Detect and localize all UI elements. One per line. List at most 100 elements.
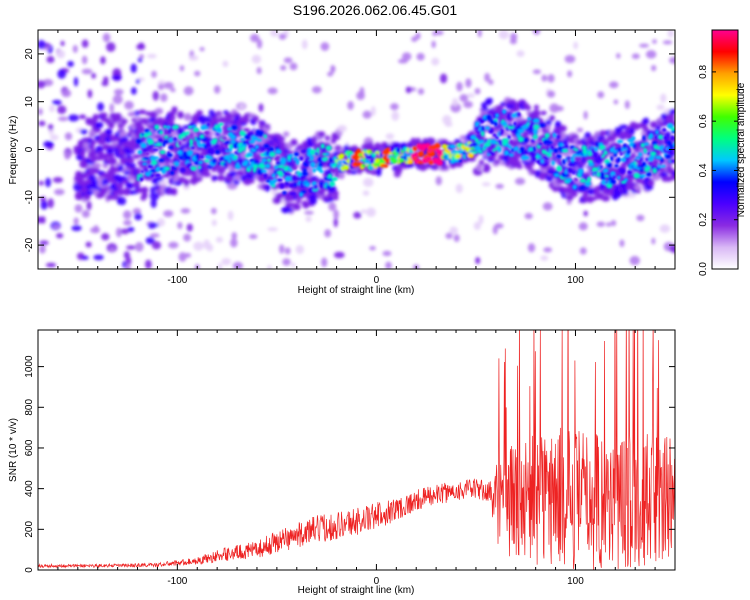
heatmap-noise-blob (475, 257, 481, 265)
heatmap-halo-blob (85, 190, 94, 195)
heatmap-noise-blob (134, 213, 143, 221)
heatmap-halo-blob (493, 159, 501, 164)
heatmap-ridge-blob (485, 126, 490, 130)
heatmap-ridge-blob (253, 160, 258, 165)
heatmap-ridge-blob (189, 138, 194, 145)
heatmap-halo-blob (338, 171, 345, 180)
heatmap-ridge-blob (224, 141, 231, 145)
heatmap-ridge-blob (159, 130, 164, 135)
heatmap-noise-blob (111, 75, 122, 81)
heatmap-ridge-blob (662, 135, 669, 140)
heatmap-noise-blob (547, 74, 555, 83)
heatmap-ridge-blob (662, 147, 667, 152)
snr-xtick-label: -100 (167, 576, 187, 587)
heatmap-noise-blob (321, 257, 328, 268)
heatmap-ridge-blob (425, 156, 432, 162)
heatmap-ridge-blob (208, 148, 215, 155)
heatmap-noise-blob (431, 40, 436, 49)
heatmap-ridge-blob (284, 180, 289, 186)
heatmap-ridge-blob (504, 150, 510, 156)
heatmap-ridge-blob (533, 118, 540, 124)
heatmap-ridge-blob (276, 177, 283, 182)
heatmap-ridge-blob (652, 140, 658, 146)
heatmap-ridge-blob (163, 125, 167, 129)
heatmap-ridge-blob (280, 158, 287, 165)
heatmap-halo-blob (467, 157, 477, 162)
heatmap-ridge-blob (626, 144, 631, 151)
heatmap-ridge-blob (230, 124, 238, 131)
heatmap-ridge-blob (168, 137, 174, 143)
heatmap-halo-blob (95, 122, 104, 129)
heatmap-ridge-blob (524, 156, 530, 160)
heatmap-noise-blob (81, 210, 90, 218)
heatmap-ridge-blob (164, 166, 170, 171)
heatmap-halo-blob (89, 150, 98, 155)
heatmap-ridge-blob (140, 142, 147, 149)
heatmap-noise-blob (61, 89, 72, 98)
heatmap-noise-blob (123, 251, 130, 259)
heatmap-ridge-blob (257, 130, 264, 137)
heatmap-ridge-blob (565, 177, 572, 183)
heatmap-noise-blob (459, 94, 469, 102)
heatmap-noise-blob (213, 85, 221, 94)
heatmap-noise-blob (370, 106, 376, 117)
heatmap-noise-blob (106, 42, 116, 52)
heatmap-noise-blob (249, 234, 258, 240)
heatmap-ridge-blob (147, 139, 154, 145)
heatmap-noise-blob (86, 200, 92, 211)
heatmap-halo-blob (545, 119, 552, 126)
colorbar-tick-label: 0.8 (698, 64, 709, 78)
heatmap-ridge-blob (149, 169, 157, 173)
heatmap-ridge-blob (474, 137, 479, 143)
heatmap-ridge-blob (552, 132, 557, 138)
heatmap-ridge-blob (161, 168, 167, 174)
heatmap-ridge-blob (476, 121, 480, 126)
heatmap-ridge-blob (429, 150, 436, 157)
heatmap-noise-blob (662, 40, 673, 45)
heatmap-ridge-blob (279, 173, 285, 177)
heatmap-noise-blob (150, 198, 157, 209)
heatmap-noise-blob (102, 32, 111, 43)
heatmap-ridge-blob (268, 146, 275, 153)
heatmap-noise-blob (46, 55, 55, 64)
heatmap-ridge-blob (239, 130, 246, 137)
heatmap-ridge-blob (269, 151, 276, 157)
heatmap-halo-blob (177, 111, 184, 119)
heatmap-ridge-blob (201, 137, 208, 141)
heatmap-ridge-blob (203, 143, 208, 149)
heatmap-noise-blob (230, 238, 238, 248)
heatmap-halo-blob (545, 124, 551, 131)
heatmap-noise-blob (327, 71, 333, 77)
heatmap-halo-blob (213, 118, 220, 124)
heatmap-ridge-blob (523, 137, 529, 143)
heatmap-halo-blob (602, 139, 609, 147)
heatmap-ridge-blob (320, 143, 325, 149)
heatmap-noise-blob (439, 73, 448, 84)
heatmap-ridge-blob (434, 143, 441, 149)
heatmap-noise-blob (124, 100, 134, 110)
heatmap-ridge-blob (137, 150, 143, 155)
heatmap-ridge-blob (624, 178, 628, 182)
heatmap-halo-blob (171, 187, 178, 196)
heatmap-noise-blob (222, 60, 229, 68)
heatmap-noise-blob (57, 69, 67, 79)
heatmap-noise-blob (391, 110, 400, 121)
heatmap-ridge-blob (598, 144, 606, 151)
heatmap-halo-blob (84, 193, 91, 201)
heatmap-noise-blob (369, 245, 376, 251)
heatmap-ridge-blob (329, 181, 336, 187)
heatmap-ridge-blob (206, 122, 210, 128)
heatmap-ridge-blob (670, 130, 675, 134)
heatmap-noise-blob (58, 116, 69, 122)
heatmap-ridge-blob (191, 124, 197, 128)
heatmap-noise-blob (301, 39, 308, 50)
heatmap-halo-blob (214, 131, 221, 137)
heatmap-ridge-blob (472, 142, 479, 146)
heatmap-noise-blob (492, 225, 498, 235)
heatmap-noise-blob (45, 177, 51, 188)
heatmap-ridge-blob (422, 147, 426, 152)
heatmap-halo-blob (154, 175, 164, 182)
heatmap-ridge-blob (197, 143, 202, 148)
